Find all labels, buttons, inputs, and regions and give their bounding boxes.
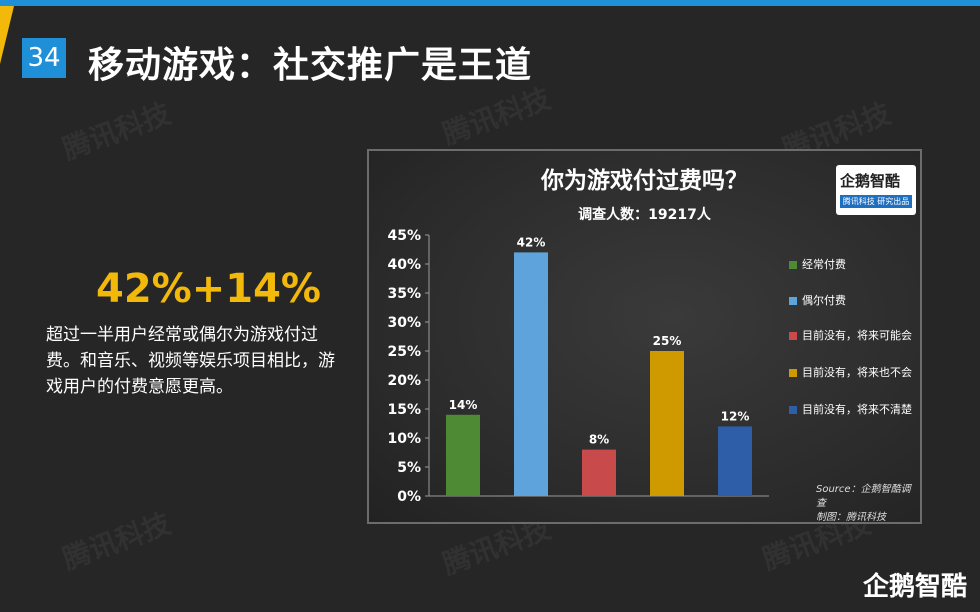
legend-swatch <box>789 261 797 269</box>
credit-line: 制图：腾讯科技 <box>816 512 886 523</box>
slide-title: 移动游戏：社交推广是王道 <box>88 45 533 86</box>
bar-value-label: 14% <box>449 398 478 412</box>
y-tick-label: 0% <box>397 489 421 505</box>
y-tick-label: 30% <box>387 315 421 331</box>
y-tick-label: 10% <box>387 431 421 447</box>
source-line: Source：企鹅智酷调查 <box>816 484 911 509</box>
chart-panel: 你为游戏付过费吗？ 调查人数：19217人 企鹅智酷 腾讯科技 研究出品 0% 5… <box>367 149 922 524</box>
top-accent-bar <box>0 0 980 6</box>
watermark: 腾讯科技 <box>58 96 175 167</box>
chart-subtitle: 调查人数：19217人 <box>578 207 711 223</box>
legend-item: 偶尔付费 <box>789 292 846 308</box>
corner-decoration <box>0 6 14 64</box>
bar <box>446 414 480 496</box>
y-tick-label: 25% <box>387 344 421 360</box>
page-number: 34 <box>22 38 66 78</box>
watermark: 腾讯科技 <box>58 506 175 577</box>
bar <box>514 252 548 496</box>
chart-title: 你为游戏付过费吗？ <box>541 168 748 194</box>
legend-label: 偶尔付费 <box>802 294 846 307</box>
y-tick-label: 5% <box>397 460 421 476</box>
bar-value-label: 25% <box>653 334 682 348</box>
legend-label: 目前没有，将来可能会 <box>802 329 912 342</box>
bar <box>582 449 616 496</box>
legend-swatch <box>789 406 797 414</box>
logo-subtext: 腾讯科技 研究出品 <box>840 195 912 208</box>
legend-item: 目前没有，将来可能会 <box>789 327 912 343</box>
y-tick-label: 15% <box>387 402 421 418</box>
legend-label: 目前没有，将来也不会 <box>802 366 912 379</box>
y-tick-label: 45% <box>387 228 421 244</box>
bar-chart: 0% 5% 10% 15% 20% 25% 30% 35% 40% 45% 14% 42% 8% 25% 1… <box>387 228 769 505</box>
legend-item: 经常付费 <box>789 256 846 272</box>
bar <box>650 351 684 496</box>
legend-item: 目前没有，将来也不会 <box>789 364 912 380</box>
legend-label: 目前没有，将来不清楚 <box>802 403 912 416</box>
key-stat: 42%+14% <box>96 266 321 312</box>
logo-text: 企鹅智酷 <box>840 172 901 190</box>
watermark: 腾讯科技 <box>438 81 555 152</box>
bar-value-label: 12% <box>721 409 750 423</box>
y-tick-label: 35% <box>387 286 421 302</box>
footer-brand-logo: 企鹅智酷 <box>863 572 968 602</box>
bar-value-label: 8% <box>589 433 609 447</box>
legend-swatch <box>789 297 797 305</box>
legend-label: 经常付费 <box>802 258 846 271</box>
legend-swatch <box>789 332 797 340</box>
legend-item: 目前没有，将来不清楚 <box>789 401 912 417</box>
legend-swatch <box>789 369 797 377</box>
bar <box>718 426 752 496</box>
stat-description: 超过一半用户经常或偶尔为游戏付过费。和音乐、视频等娱乐项目相比，游戏用户的付费意… <box>46 325 335 397</box>
bar-value-label: 42% <box>517 235 546 249</box>
chart-source: Source：企鹅智酷调查 制图：腾讯科技 <box>816 483 920 525</box>
brand-logo-badge: 企鹅智酷 腾讯科技 研究出品 <box>836 165 916 215</box>
y-tick-label: 40% <box>387 257 421 273</box>
y-tick-label: 20% <box>387 373 421 389</box>
